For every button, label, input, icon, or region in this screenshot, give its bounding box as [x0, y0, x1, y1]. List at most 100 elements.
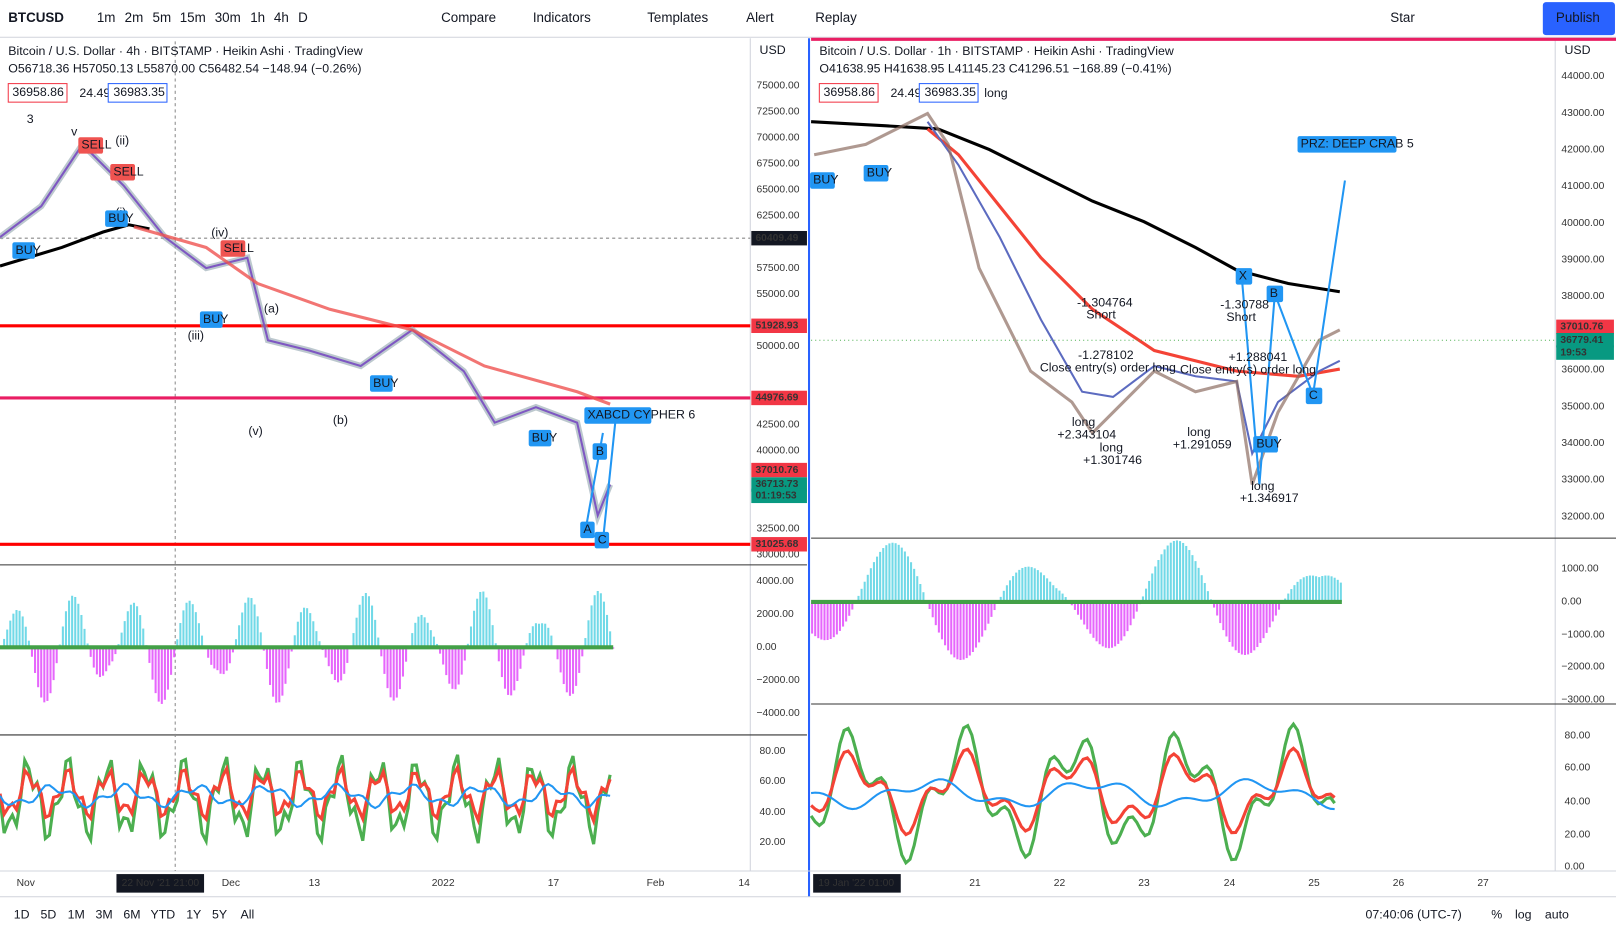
histogram-bar	[405, 647, 407, 661]
osc-label: −4000.00	[756, 708, 800, 719]
interval[interactable]: D	[298, 10, 308, 25]
histogram-bar	[944, 602, 946, 645]
percent-toggle[interactable]: %	[1491, 908, 1502, 922]
log-toggle[interactable]: log	[1515, 908, 1532, 922]
histogram-bar	[229, 647, 231, 663]
histogram-bar	[275, 647, 277, 702]
toolbar-button[interactable]: Compare	[441, 10, 496, 25]
toolbar-button[interactable]: Templates	[647, 10, 708, 25]
bid: 36958.86	[823, 85, 875, 99]
time-label: 25	[1308, 878, 1320, 889]
histogram-bar	[1244, 602, 1246, 655]
histogram-bar	[167, 647, 169, 689]
range-button[interactable]: 1Y	[186, 908, 201, 922]
price-badge-label: 36713.73	[755, 479, 798, 490]
histogram-bar	[1191, 555, 1193, 602]
histogram-bar	[99, 647, 101, 677]
histogram-bar	[328, 647, 330, 666]
price-label: 40000.00	[1561, 218, 1604, 229]
histogram-bar	[1130, 602, 1132, 625]
interval[interactable]: 30m	[215, 10, 241, 25]
histogram-bar	[96, 647, 98, 674]
histogram-bar	[414, 623, 416, 648]
publish-label[interactable]: Publish	[1556, 10, 1600, 25]
range-button[interactable]: All	[240, 908, 254, 922]
price-label: 32000.00	[1561, 511, 1604, 522]
star-button[interactable]: Star	[1390, 10, 1415, 25]
histogram-bar	[1105, 602, 1107, 648]
histogram-bar	[1232, 602, 1234, 647]
histogram-bar	[241, 612, 243, 647]
range-button[interactable]: 5D	[41, 908, 57, 922]
histogram-bar	[1160, 554, 1162, 602]
interval[interactable]: 15m	[180, 10, 206, 25]
range-button[interactable]: 3M	[96, 908, 113, 922]
interval[interactable]: 1m	[97, 10, 116, 25]
histogram-bar	[102, 647, 104, 675]
annotation: SELL	[81, 138, 111, 152]
histogram-bar	[833, 602, 835, 637]
histogram-bar	[879, 552, 881, 602]
annotation: PRZ: DEEP CRAB 5	[1301, 137, 1414, 151]
histogram-bar	[1102, 602, 1104, 646]
histogram-bar	[1170, 543, 1172, 602]
histogram-bar	[1080, 602, 1082, 620]
histogram-bar	[827, 602, 829, 640]
histogram-bar	[1204, 583, 1206, 602]
histogram-bar	[133, 603, 135, 648]
interval[interactable]: 1h	[250, 10, 265, 25]
histogram-bar	[916, 576, 918, 602]
histogram-bar	[910, 562, 912, 602]
price-badge-label: 37010.76	[755, 465, 798, 476]
histogram-bar	[485, 598, 487, 648]
histogram-bar	[152, 647, 154, 679]
time-label: 22	[1054, 878, 1066, 889]
range-button[interactable]: 1M	[68, 908, 85, 922]
histogram-bar	[1327, 576, 1329, 602]
histogram-bar	[1157, 560, 1159, 602]
histogram-bar	[430, 630, 432, 647]
osc-label: 4000.00	[756, 576, 793, 587]
histogram-bar	[1297, 582, 1299, 602]
histogram-bar	[594, 595, 596, 647]
toolbar-button[interactable]: Indicators	[533, 10, 591, 25]
range-button[interactable]: 1D	[14, 908, 30, 922]
interval[interactable]: 5m	[153, 10, 172, 25]
toolbar-button[interactable]: Alert	[746, 10, 774, 25]
histogram-bar	[891, 543, 893, 602]
histogram-bar	[278, 647, 280, 702]
symbol: BTCUSD	[8, 10, 64, 25]
histogram-bar	[399, 647, 401, 689]
price-label: 70000.00	[756, 133, 799, 144]
histogram-bar	[374, 620, 376, 647]
range-button[interactable]: 6M	[123, 908, 140, 922]
histogram-bar	[25, 627, 27, 648]
histogram-bar	[510, 647, 512, 695]
histogram-bar	[1037, 570, 1039, 602]
time-badge-label: 19 Jan '22 01:00	[818, 878, 894, 889]
histogram-bar	[476, 599, 478, 648]
histogram-bar	[359, 605, 361, 648]
interval[interactable]: 4h	[274, 10, 289, 25]
price-badge-label: 37010.76	[1560, 322, 1603, 333]
histogram-bar	[867, 575, 869, 602]
annotation: BUY	[867, 166, 892, 180]
auto-toggle[interactable]: auto	[1545, 908, 1569, 922]
annotation: C	[598, 532, 607, 546]
toolbar-button[interactable]: Replay	[815, 10, 857, 25]
histogram-bar	[870, 568, 872, 602]
interval[interactable]: 2m	[125, 10, 144, 25]
annotation: SELL	[224, 241, 254, 255]
histogram-bar	[1225, 602, 1227, 636]
time-label: Nov	[17, 878, 36, 889]
annotation: (iv)	[211, 225, 228, 239]
price-label: 62500.00	[756, 211, 799, 222]
histogram-bar	[1092, 602, 1094, 638]
histogram-bar	[411, 633, 413, 647]
range-button[interactable]: YTD	[150, 908, 175, 922]
range-button[interactable]: 5Y	[212, 908, 227, 922]
rsi-label: 40.00	[1564, 797, 1590, 808]
histogram-bar	[990, 602, 992, 617]
histogram-bar	[170, 647, 172, 674]
histogram-bar	[1241, 602, 1243, 654]
